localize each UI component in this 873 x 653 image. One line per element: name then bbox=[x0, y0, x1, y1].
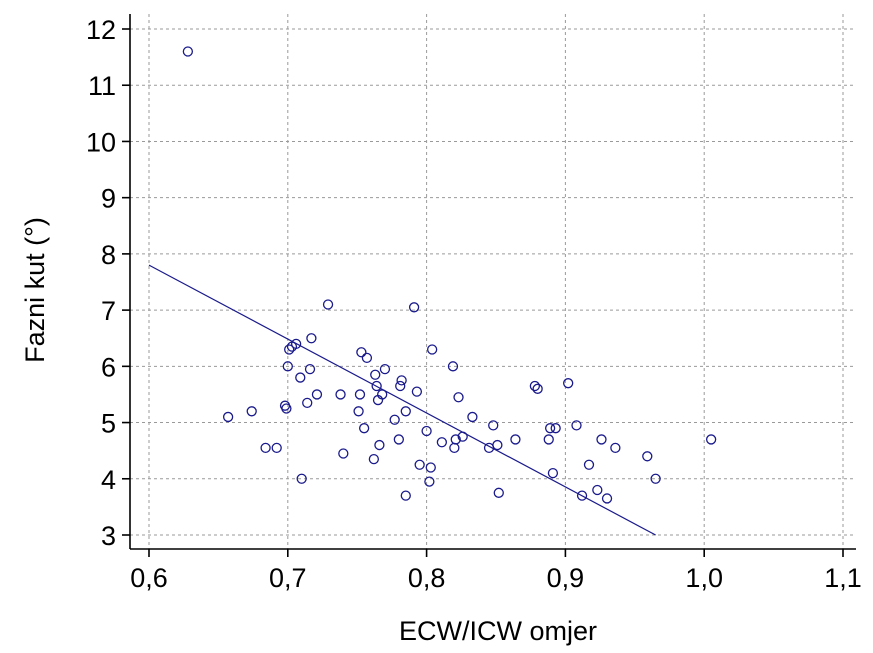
data-point bbox=[544, 435, 553, 444]
grid-lines bbox=[130, 14, 856, 549]
data-point bbox=[296, 373, 305, 382]
data-point bbox=[247, 407, 256, 416]
data-point bbox=[707, 435, 716, 444]
data-point bbox=[396, 382, 405, 391]
data-point bbox=[339, 449, 348, 458]
data-point bbox=[454, 393, 463, 402]
data-point bbox=[362, 353, 371, 362]
y-tick-label: 9 bbox=[101, 184, 116, 214]
data-point bbox=[371, 370, 380, 379]
y-tick-label: 12 bbox=[86, 15, 116, 45]
data-point bbox=[415, 460, 424, 469]
data-point bbox=[360, 424, 369, 433]
data-point bbox=[394, 435, 403, 444]
y-tick-label: 4 bbox=[101, 465, 116, 495]
data-point bbox=[593, 486, 602, 495]
regression-line-group bbox=[149, 265, 656, 535]
x-tick-label: 0,6 bbox=[130, 563, 168, 593]
y-tick-label: 3 bbox=[101, 521, 116, 551]
data-point bbox=[397, 376, 406, 385]
x-tick-label: 0,7 bbox=[269, 563, 307, 593]
data-point bbox=[450, 443, 459, 452]
y-tick-label: 10 bbox=[86, 127, 116, 157]
x-tick-label: 0,9 bbox=[547, 563, 585, 593]
data-point bbox=[437, 438, 446, 447]
data-point bbox=[312, 390, 321, 399]
y-tick-label: 5 bbox=[101, 409, 116, 439]
data-point bbox=[425, 477, 434, 486]
data-point bbox=[548, 469, 557, 478]
x-tick-label: 0,8 bbox=[408, 563, 446, 593]
data-point bbox=[307, 334, 316, 343]
axes bbox=[130, 14, 856, 549]
data-point bbox=[603, 494, 612, 503]
y-ticks: 3 4 5 6 7 8 9 10 11 12 bbox=[86, 15, 130, 551]
regression-line bbox=[149, 265, 656, 535]
data-point bbox=[336, 390, 345, 399]
data-point bbox=[272, 443, 281, 452]
data-point bbox=[511, 435, 520, 444]
data-point bbox=[643, 452, 652, 461]
data-point bbox=[355, 390, 364, 399]
data-point bbox=[401, 407, 410, 416]
data-point bbox=[468, 412, 477, 421]
data-point bbox=[494, 488, 503, 497]
data-point bbox=[611, 443, 620, 452]
data-point bbox=[375, 441, 384, 450]
x-ticks: 0,6 0,7 0,8 0,9 1,0 1,1 bbox=[130, 549, 862, 593]
data-point bbox=[183, 47, 192, 56]
data-point bbox=[354, 407, 363, 416]
data-point bbox=[282, 404, 291, 413]
y-tick-label: 8 bbox=[101, 240, 116, 270]
data-point bbox=[428, 345, 437, 354]
data-point bbox=[357, 348, 366, 357]
data-point bbox=[489, 421, 498, 430]
data-point bbox=[412, 387, 421, 396]
data-point bbox=[303, 398, 312, 407]
data-point bbox=[426, 463, 435, 472]
data-point bbox=[584, 460, 593, 469]
y-tick-label: 6 bbox=[101, 352, 116, 382]
data-point bbox=[564, 379, 573, 388]
x-tick-label: 1,0 bbox=[685, 563, 723, 593]
data-point bbox=[324, 300, 333, 309]
data-point bbox=[401, 491, 410, 500]
x-tick-label: 1,1 bbox=[824, 563, 862, 593]
y-axis-title: Fazni kut (°) bbox=[20, 217, 50, 363]
data-point bbox=[597, 435, 606, 444]
data-point bbox=[369, 455, 378, 464]
x-axis-title: ECW/ICW omjer bbox=[399, 616, 597, 646]
data-points bbox=[183, 47, 715, 503]
data-point bbox=[261, 443, 270, 452]
y-tick-label: 11 bbox=[88, 71, 116, 101]
data-point bbox=[493, 441, 502, 450]
data-point bbox=[551, 424, 560, 433]
y-tick-label: 7 bbox=[101, 296, 116, 326]
data-point bbox=[224, 412, 233, 421]
